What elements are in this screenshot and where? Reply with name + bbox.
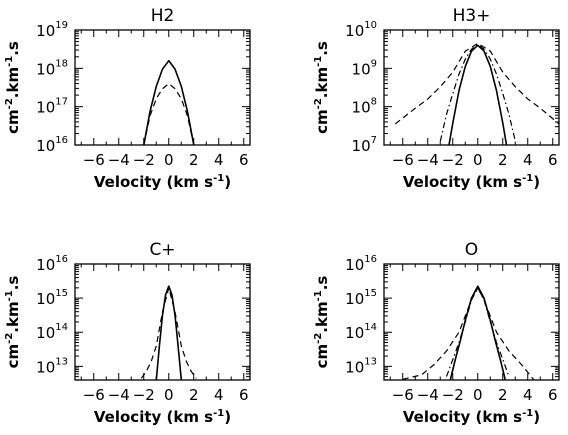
y-tick-label: 1016 bbox=[36, 254, 68, 274]
y-tick-label: 107 bbox=[352, 135, 377, 155]
x-tick-label: 6 bbox=[548, 386, 558, 404]
x-tick-label: −4 bbox=[417, 386, 439, 404]
y-tick-label: 1016 bbox=[345, 254, 377, 274]
x-tick-label: 4 bbox=[214, 386, 224, 404]
plot-frame bbox=[383, 29, 560, 146]
x-tick-label: 6 bbox=[548, 151, 558, 169]
y-tick-label: 109 bbox=[352, 58, 377, 78]
panel-3: C+ −6 −4 −2 0 2 4 6 1013 1014 1015 1016 Velocity (km… bbox=[4, 240, 251, 426]
x-tick-label: −6 bbox=[83, 151, 105, 169]
series-line-solid bbox=[155, 285, 183, 380]
y-tick-label: 1017 bbox=[36, 97, 68, 117]
x-tick-label: 2 bbox=[189, 386, 199, 404]
y-tick-label: 108 bbox=[352, 97, 377, 117]
x-tick-label: 4 bbox=[523, 386, 533, 404]
x-tick-label: 2 bbox=[498, 386, 508, 404]
panel-2: H3+ −6 −4 −2 0 2 4 6 107 108 109 1010 Velocity (km s… bbox=[313, 6, 560, 191]
x-axis-label: Velocity (km s-1) bbox=[94, 408, 231, 426]
y-axis-label: cm-2.km-1.s bbox=[313, 41, 331, 134]
x-tick-label: 0 bbox=[473, 151, 483, 169]
y-tick-label: 1015 bbox=[36, 288, 68, 308]
panel-title: H3+ bbox=[453, 6, 491, 26]
y-tick-label: 1015 bbox=[345, 288, 377, 308]
y-tick-label: 1013 bbox=[345, 356, 377, 376]
x-tick-label: −6 bbox=[392, 386, 414, 404]
y-tick-label: 1014 bbox=[36, 322, 68, 342]
x-tick-label: 6 bbox=[239, 386, 249, 404]
series-line-dashed bbox=[402, 287, 535, 380]
panel-4: O −6 −4 −2 0 2 4 6 1013 1014 1015 1016 Velocity (km … bbox=[313, 240, 560, 426]
x-tick-label: −6 bbox=[392, 151, 414, 169]
series-line-solid bbox=[448, 44, 508, 145]
x-tick-label: −4 bbox=[108, 386, 130, 404]
x-tick-label: −4 bbox=[108, 151, 130, 169]
x-tick-label: 2 bbox=[189, 151, 199, 169]
x-tick-label: 0 bbox=[473, 386, 483, 404]
series-line-dashed bbox=[140, 287, 197, 379]
x-tick-label: −2 bbox=[442, 151, 464, 169]
x-tick-label: −2 bbox=[133, 386, 155, 404]
y-axis-label: cm-2.km-1.s bbox=[4, 41, 22, 134]
x-tick-label: 0 bbox=[164, 151, 174, 169]
y-tick-label: 1014 bbox=[345, 322, 377, 342]
panel-title: H2 bbox=[151, 6, 175, 26]
x-tick-label: 0 bbox=[164, 386, 174, 404]
panel-title: C+ bbox=[149, 240, 175, 260]
x-axis-label: Velocity (km s-1) bbox=[403, 173, 540, 191]
y-tick-label: 1018 bbox=[36, 58, 68, 78]
y-axis-label: cm-2.km-1.s bbox=[4, 276, 22, 369]
series-line-solid bbox=[449, 285, 507, 380]
panel-title: O bbox=[465, 240, 478, 260]
y-tick-label: 1010 bbox=[345, 20, 377, 40]
series-line-dashed bbox=[143, 83, 195, 145]
x-tick-label: 2 bbox=[498, 151, 508, 169]
x-tick-label: −4 bbox=[417, 151, 439, 169]
x-tick-label: −2 bbox=[133, 151, 155, 169]
x-tick-label: 4 bbox=[523, 151, 533, 169]
x-tick-label: −6 bbox=[83, 386, 105, 404]
series-line-dashed bbox=[394, 42, 559, 125]
y-tick-label: 1019 bbox=[36, 20, 68, 40]
plot-frame bbox=[383, 263, 560, 381]
series-line-solid bbox=[143, 59, 195, 145]
x-tick-label: 6 bbox=[239, 151, 249, 169]
y-tick-label: 1016 bbox=[36, 135, 68, 155]
y-axis-label: cm-2.km-1.s bbox=[313, 276, 331, 369]
x-tick-label: −2 bbox=[442, 386, 464, 404]
x-tick-label: 4 bbox=[214, 151, 224, 169]
y-tick-label: 1013 bbox=[36, 356, 68, 376]
panel-1: H2 −6 −4 −2 0 2 4 6 1016 1017 1018 1019 Velocity (km… bbox=[4, 6, 251, 191]
x-axis-label: Velocity (km s-1) bbox=[403, 408, 540, 426]
plot-frame bbox=[74, 29, 251, 146]
series-line-dashdot bbox=[445, 287, 510, 377]
x-axis-label: Velocity (km s-1) bbox=[94, 173, 231, 191]
